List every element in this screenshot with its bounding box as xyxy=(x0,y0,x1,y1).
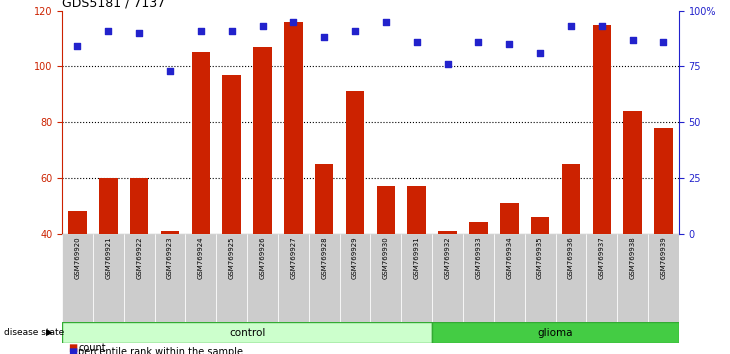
Text: GSM769925: GSM769925 xyxy=(228,236,234,279)
Bar xyxy=(438,231,457,234)
Text: GSM769922: GSM769922 xyxy=(137,236,142,279)
Text: ■: ■ xyxy=(68,343,77,353)
Bar xyxy=(155,234,185,331)
Bar xyxy=(93,234,124,331)
Text: GSM769923: GSM769923 xyxy=(167,236,173,279)
Point xyxy=(134,30,145,36)
Point xyxy=(627,37,639,42)
Point xyxy=(195,28,207,34)
Bar xyxy=(371,234,402,331)
Bar xyxy=(315,164,334,234)
Text: control: control xyxy=(229,328,265,338)
Text: GSM769930: GSM769930 xyxy=(383,236,389,279)
Text: GSM769928: GSM769928 xyxy=(321,236,327,279)
Text: GDS5181 / 7137: GDS5181 / 7137 xyxy=(62,0,165,10)
Bar xyxy=(432,322,679,343)
Point xyxy=(164,68,176,74)
Bar xyxy=(284,22,303,234)
Point xyxy=(472,39,484,45)
Bar xyxy=(339,234,371,331)
Point xyxy=(102,28,114,34)
Bar xyxy=(130,178,148,234)
Bar xyxy=(346,91,364,234)
Text: GSM769932: GSM769932 xyxy=(445,236,450,279)
Bar xyxy=(525,234,556,331)
Bar xyxy=(223,75,241,234)
Bar xyxy=(556,234,586,331)
Point xyxy=(72,44,83,49)
Text: percentile rank within the sample: percentile rank within the sample xyxy=(78,347,243,354)
Bar xyxy=(402,234,432,331)
Bar xyxy=(407,186,426,234)
Bar xyxy=(648,234,679,331)
Bar xyxy=(185,234,216,331)
Bar xyxy=(309,234,339,331)
Bar xyxy=(99,178,118,234)
Text: GSM769936: GSM769936 xyxy=(568,236,574,279)
Bar xyxy=(500,203,518,234)
Bar xyxy=(469,222,488,234)
Text: glioma: glioma xyxy=(538,328,573,338)
Bar xyxy=(68,211,87,234)
Point xyxy=(318,35,330,40)
Text: disease state: disease state xyxy=(4,328,64,337)
Text: ▶: ▶ xyxy=(47,328,53,337)
Bar xyxy=(463,234,493,331)
Text: GSM769926: GSM769926 xyxy=(260,236,266,279)
Point xyxy=(411,39,423,45)
Bar xyxy=(654,128,673,234)
Bar xyxy=(377,186,395,234)
Bar xyxy=(593,24,611,234)
Text: GSM769939: GSM769939 xyxy=(661,236,666,279)
Point xyxy=(257,23,269,29)
Bar xyxy=(216,234,247,331)
Point xyxy=(658,39,669,45)
Point xyxy=(288,19,299,24)
Bar xyxy=(623,111,642,234)
Bar xyxy=(586,234,617,331)
Text: GSM769924: GSM769924 xyxy=(198,236,204,279)
Bar xyxy=(278,234,309,331)
Point xyxy=(565,23,577,29)
Text: ■: ■ xyxy=(68,347,77,354)
Point xyxy=(349,28,361,34)
Bar xyxy=(493,234,525,331)
Text: GSM769938: GSM769938 xyxy=(630,236,636,279)
Text: count: count xyxy=(78,343,106,353)
Bar xyxy=(62,234,93,331)
Text: GSM769921: GSM769921 xyxy=(105,236,111,279)
Bar xyxy=(561,164,580,234)
Text: GSM769929: GSM769929 xyxy=(352,236,358,279)
Point xyxy=(504,41,515,47)
Bar xyxy=(531,217,550,234)
Point xyxy=(380,19,392,24)
Text: GSM769931: GSM769931 xyxy=(414,236,420,279)
Bar xyxy=(191,52,210,234)
Text: GSM769935: GSM769935 xyxy=(537,236,543,279)
Point xyxy=(534,50,546,56)
Point xyxy=(442,61,453,67)
Point xyxy=(226,28,237,34)
Text: GSM769934: GSM769934 xyxy=(507,236,512,279)
Text: GSM769933: GSM769933 xyxy=(475,236,481,279)
Text: GSM769920: GSM769920 xyxy=(74,236,80,279)
Bar xyxy=(617,234,648,331)
Bar xyxy=(253,47,272,234)
Text: GSM769937: GSM769937 xyxy=(599,236,604,279)
Bar xyxy=(432,234,463,331)
Bar xyxy=(62,322,432,343)
Bar xyxy=(247,234,278,331)
Bar xyxy=(161,231,180,234)
Text: GSM769927: GSM769927 xyxy=(291,236,296,279)
Point xyxy=(596,23,607,29)
Bar xyxy=(124,234,155,331)
